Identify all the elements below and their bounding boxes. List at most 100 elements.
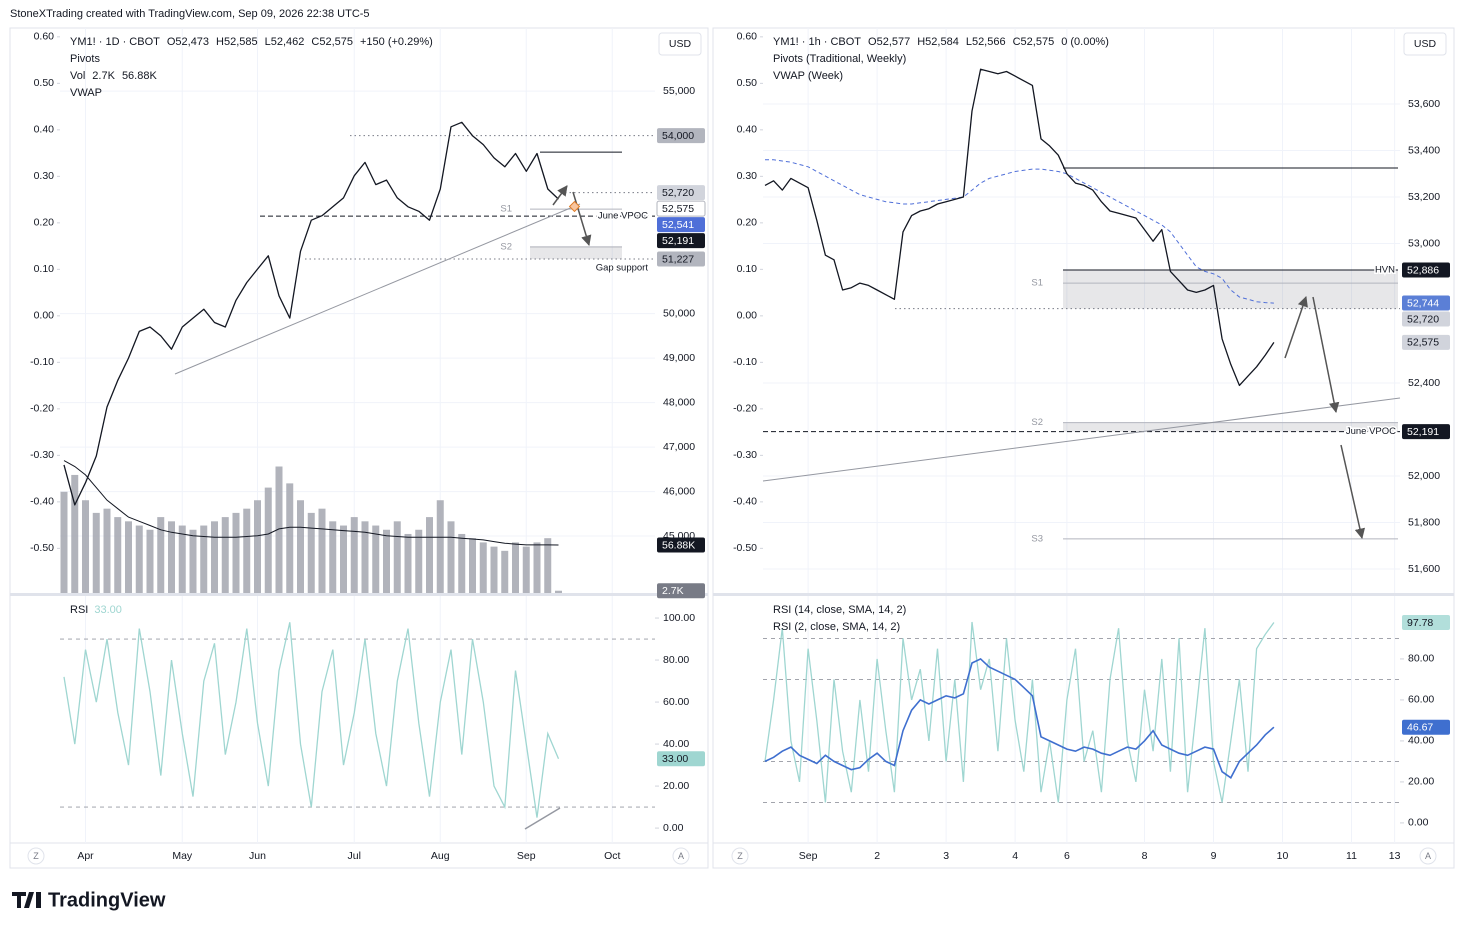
- price-label-box: [1402, 424, 1450, 440]
- button[interactable]: A: [678, 851, 684, 861]
- price-label: 56.88K: [662, 539, 695, 551]
- level-label: S2: [1031, 417, 1043, 428]
- button[interactable]: Z: [33, 851, 39, 861]
- volume-bar: [211, 521, 218, 593]
- volume-bar: [103, 508, 111, 593]
- volume-bar: [232, 512, 240, 593]
- button-frame[interactable]: [731, 847, 749, 865]
- level-label: June VPOC: [598, 211, 648, 222]
- legend-item: +150 (+0.29%): [360, 36, 433, 48]
- chart-layer: Apr May Jun Jul Aug Sep Oct 55,000 50,000 49,000 4…: [27, 28, 1450, 865]
- x-tick-label: 6: [1064, 850, 1070, 862]
- y2-tick-label: -0.10: [733, 356, 757, 368]
- volume-bar: [297, 500, 304, 593]
- x-tick-label: May: [172, 850, 193, 862]
- volume-bar: [71, 474, 79, 593]
- price-label-box: [1402, 295, 1450, 311]
- rsi-line: [764, 621, 1275, 803]
- volume-bar: [221, 517, 229, 593]
- volume-bar: [490, 546, 498, 593]
- y-tick-label: 60.00: [1408, 694, 1434, 706]
- price-label: 2.7K: [662, 585, 684, 597]
- level-label: S3: [1031, 533, 1043, 544]
- legend-item: RSI: [70, 604, 88, 616]
- button-frame[interactable]: [27, 847, 45, 865]
- legend-item: RSI (2, close, SMA, 14, 2): [773, 621, 900, 633]
- price-label-box: [1402, 614, 1450, 630]
- price-label-box: [1402, 311, 1450, 327]
- volume-bar: [92, 512, 100, 593]
- y-tick-label: 46,000: [663, 485, 695, 497]
- volume-bar: [318, 508, 326, 593]
- volume-bar: [436, 500, 444, 593]
- level-label: S2: [500, 241, 512, 252]
- volume-bar: [415, 529, 423, 593]
- volume-bar: [350, 517, 358, 593]
- arrow: [1312, 296, 1340, 414]
- y2-tick-label: 0.40: [34, 124, 55, 136]
- y-tick-label: 80.00: [1408, 653, 1434, 665]
- y2-tick-label: -0.40: [733, 496, 757, 508]
- volume-bar: [447, 521, 455, 593]
- price-label: 52,191: [662, 235, 694, 247]
- volume-bar: [533, 542, 541, 593]
- logo: TradingView: [48, 889, 166, 911]
- legend-item: YM1! · 1h · CBOT: [773, 36, 861, 48]
- level-label: Gap support: [596, 263, 649, 274]
- trendline: [524, 807, 561, 830]
- volume-bar: [275, 466, 283, 593]
- arrow: [572, 191, 592, 247]
- y2-tick-label: 0.30: [737, 170, 758, 182]
- price-label-box: [657, 251, 705, 267]
- volume-bar: [82, 500, 89, 593]
- trendline: [762, 397, 1401, 482]
- y-tick-label: 48,000: [663, 396, 695, 408]
- price-label: 52,886: [1407, 264, 1439, 276]
- volume-bar: [60, 491, 68, 593]
- level-label: HVN: [1375, 265, 1395, 276]
- price-label: 52,720: [662, 187, 694, 199]
- x-tick-label: 11: [1346, 850, 1357, 862]
- volume-bar: [469, 538, 476, 593]
- volume-bar: [479, 542, 487, 593]
- volume-bar: [393, 521, 401, 593]
- x-tick-label: Apr: [77, 850, 94, 862]
- y-tick-label: 20.00: [1408, 776, 1434, 788]
- y-tick-label: 20.00: [663, 780, 689, 792]
- y2-tick-label: -0.30: [30, 449, 54, 461]
- y-tick-label: 52,000: [1408, 470, 1440, 482]
- y-tick-label: 40.00: [663, 738, 689, 750]
- legend-item: Vol: [70, 70, 85, 82]
- currency: USD: [669, 38, 692, 50]
- y-tick-label: 0.00: [663, 822, 684, 834]
- volume-bar: [178, 525, 186, 593]
- marker: [568, 200, 581, 213]
- button-frame[interactable]: [1419, 847, 1437, 865]
- rsi-line: [764, 657, 1275, 779]
- volume-bar: [458, 533, 466, 593]
- button[interactable]: Z: [737, 851, 743, 861]
- volume-bar: [114, 517, 122, 593]
- button[interactable]: A: [1425, 851, 1431, 861]
- button-frame[interactable]: [672, 847, 690, 865]
- y-tick-label: 53,400: [1408, 144, 1440, 156]
- y2-tick-label: -0.40: [30, 496, 54, 508]
- legend-item: 2.7K: [92, 70, 115, 82]
- y-tick-label: 100.00: [663, 612, 695, 624]
- level-band: [530, 246, 622, 260]
- level-band: [1063, 422, 1398, 432]
- volume-bar: [286, 483, 294, 593]
- y-tick-label: 0.00: [1408, 817, 1429, 829]
- y-tick-label: 80.00: [663, 654, 689, 666]
- legend-item: 56.88K: [122, 70, 158, 82]
- price-label-box: [656, 200, 706, 217]
- y2-tick-label: 0.60: [737, 31, 758, 43]
- level-label: S1: [1031, 278, 1043, 289]
- price-label: 46.67: [1407, 722, 1433, 734]
- price-label-box: [657, 217, 705, 233]
- currency-box: [658, 32, 702, 56]
- arrow: [552, 185, 568, 206]
- y-tick-label: 47,000: [663, 441, 695, 453]
- legend-item: L52,566: [966, 36, 1006, 48]
